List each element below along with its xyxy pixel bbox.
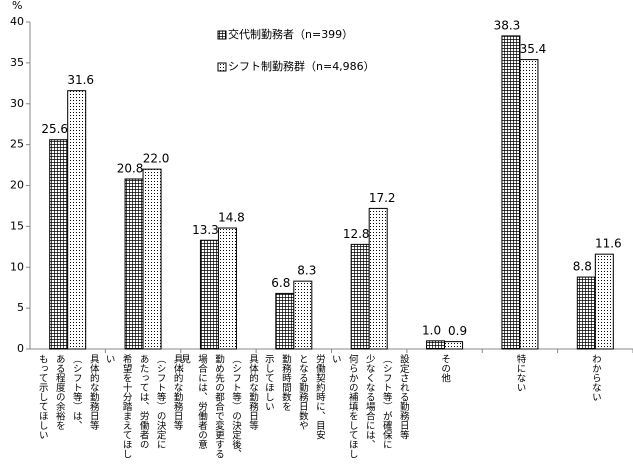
value-label: 6.8 <box>271 276 290 290</box>
x-tick-label: 具体的な勤務日等 （シフト等）は、 ある程度の余裕を もって示してほしい <box>36 354 99 440</box>
x-tick-label: 特にない <box>514 354 526 392</box>
legend-label: シフト制勤務群（n=4,986） <box>228 59 375 73</box>
bar <box>49 139 69 350</box>
legend-swatch <box>217 30 227 40</box>
bar <box>368 207 388 350</box>
x-tick-label: 労働契約時に、目安 となる勤務日数や 勤務時間数を 示してほしい <box>262 354 325 440</box>
y-tick-label: 5 <box>17 301 24 314</box>
bar <box>293 280 313 350</box>
bar <box>501 35 521 350</box>
x-tick-label: わからない <box>589 354 601 402</box>
bar <box>594 253 614 350</box>
bar <box>199 239 219 350</box>
y-tick-label: 15 <box>10 219 24 232</box>
bar <box>124 178 144 350</box>
bar <box>217 227 237 350</box>
bar <box>519 59 539 350</box>
bar <box>426 340 446 350</box>
value-label: 11.6 <box>595 237 622 251</box>
y-tick-label: 35 <box>10 56 24 69</box>
value-label: 14.8 <box>218 211 245 225</box>
value-label: 8.3 <box>297 264 316 278</box>
x-tick-label: その他 <box>439 354 451 383</box>
y-tick-label: 40 <box>10 15 24 28</box>
value-label: 20.8 <box>117 161 144 175</box>
bar <box>275 292 295 350</box>
value-label: 0.9 <box>448 324 467 338</box>
value-label: 22.0 <box>143 152 170 166</box>
bar <box>350 243 370 350</box>
value-label: 25.6 <box>41 122 68 136</box>
x-tick-label: 設定される勤務日等 （シフト等）が確保に 少なくなる場合には、 何らかの補填をし… <box>329 354 409 459</box>
unit-label: % <box>12 0 22 12</box>
bar <box>67 90 87 350</box>
value-label: 12.8 <box>343 227 370 241</box>
x-tick-label: 具体的な勤務日等 （シフト等）の決定に あたっては、労働者の 希望を十分踏まえて… <box>103 354 183 459</box>
legend-label: 交代制勤務者（n=399） <box>228 27 353 41</box>
legend-swatch <box>217 62 227 72</box>
value-label: 38.3 <box>494 18 521 32</box>
value-label: 17.2 <box>369 191 396 205</box>
value-label: 31.6 <box>67 73 94 87</box>
value-label: 13.3 <box>192 223 219 237</box>
value-label: 8.8 <box>573 260 592 274</box>
y-tick-label: 20 <box>10 179 24 192</box>
value-label: 1.0 <box>422 323 441 337</box>
y-tick-label: 10 <box>10 260 24 273</box>
bar <box>444 341 464 350</box>
y-tick-label: 0 <box>17 342 24 355</box>
bar <box>576 276 596 350</box>
value-label: 35.4 <box>520 42 547 56</box>
x-tick-label: 具体的な勤務日等 （シフト等）の決定後、 勤め先の都合で変更する 場合には、労働… <box>178 354 258 459</box>
y-tick-label: 30 <box>10 97 24 110</box>
bar <box>142 168 162 350</box>
y-tick-label: 25 <box>10 138 24 151</box>
